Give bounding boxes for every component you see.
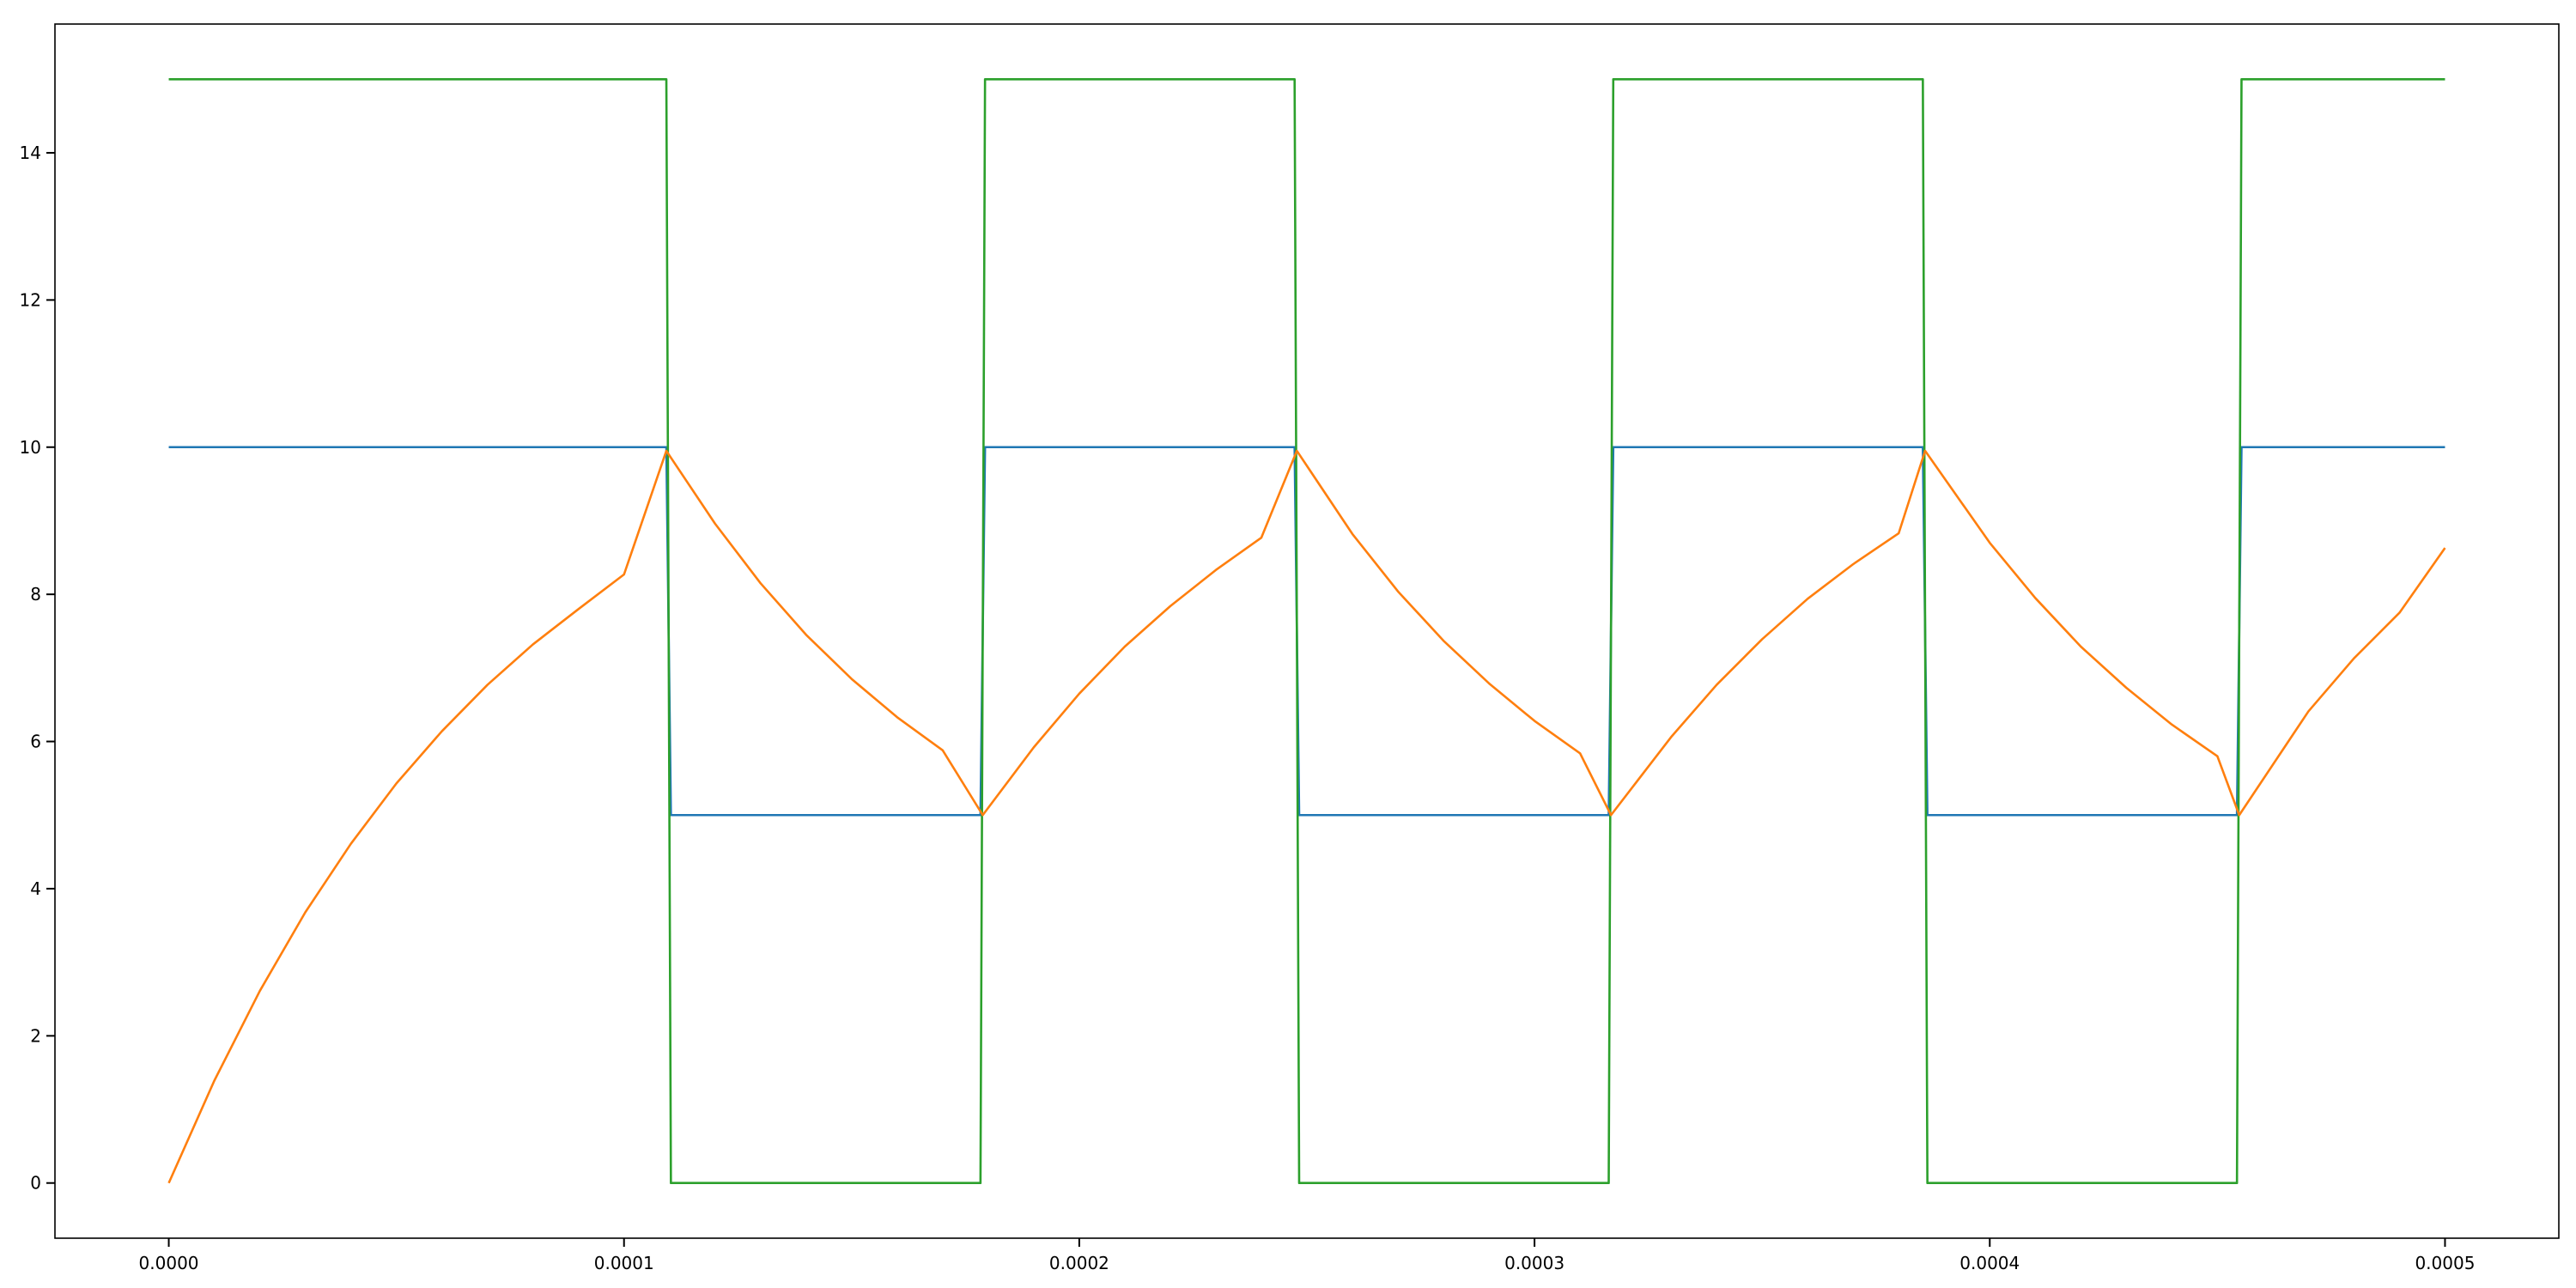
x-axis: 0.0000 0.0001 0.0002 0.0003 0.0004 0.0005 xyxy=(139,1238,2475,1273)
x-tick-label: 0.0000 xyxy=(139,1253,199,1273)
y-axis: 0 2 4 6 8 10 12 14 xyxy=(20,143,55,1194)
x-tick-label: 0.0003 xyxy=(1504,1253,1564,1273)
x-tick-label: 0.0005 xyxy=(2415,1253,2475,1273)
y-tick-label: 2 xyxy=(30,1025,41,1046)
series-line-3 xyxy=(167,449,2446,1184)
y-tick-label: 14 xyxy=(20,143,41,163)
y-tick-label: 12 xyxy=(20,289,41,310)
y-tick-label: 0 xyxy=(30,1173,41,1194)
series-line-2 xyxy=(168,77,2445,1185)
x-tick-label: 0.0002 xyxy=(1049,1253,1109,1273)
y-tick-label: 6 xyxy=(30,732,41,752)
series-layer xyxy=(167,77,2446,1185)
y-tick-label: 10 xyxy=(20,437,41,458)
plot-frame xyxy=(54,23,2560,1239)
x-tick-label: 0.0004 xyxy=(1959,1253,2020,1273)
y-tick-label: 4 xyxy=(30,878,41,899)
x-tick-label: 0.0001 xyxy=(594,1253,654,1273)
series-line-1 xyxy=(168,446,2445,817)
y-tick-label: 8 xyxy=(30,584,41,605)
